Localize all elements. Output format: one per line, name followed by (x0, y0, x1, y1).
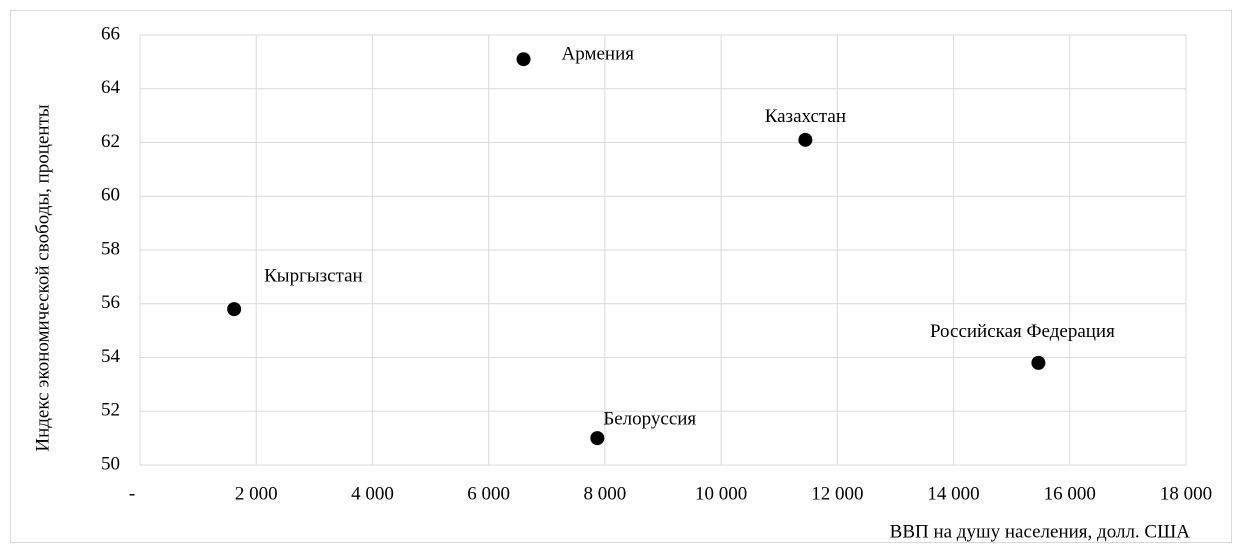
y-tick-label: 66 (101, 23, 120, 44)
y-tick-label: 52 (101, 400, 120, 421)
point-label: Кыргызстан (264, 265, 363, 286)
y-tick-label: 64 (101, 77, 121, 98)
x-axis-label: ВВП на душу населения, долл. США (890, 521, 1191, 542)
point-label: Белоруссия (603, 408, 696, 429)
x-tick-label: 10 000 (695, 483, 747, 504)
chart-frame (10, 10, 1232, 543)
y-tick-label: 60 (101, 185, 120, 206)
point (227, 302, 242, 317)
point-label: Армения (562, 44, 635, 65)
x-tick-label: 2 000 (235, 483, 278, 504)
point (516, 52, 531, 67)
x-tick-label: 18 000 (1160, 483, 1212, 504)
x-tick-label: - (129, 483, 135, 504)
x-tick-label: 14 000 (927, 483, 979, 504)
y-tick-label: 50 (101, 453, 120, 474)
y-tick-label: 54 (101, 346, 121, 367)
y-tick-label: 58 (101, 238, 120, 259)
x-tick-label: 6 000 (467, 483, 510, 504)
x-tick-label: 4 000 (351, 483, 394, 504)
point (1031, 355, 1046, 370)
x-tick-label: 8 000 (584, 483, 627, 504)
point (798, 132, 813, 147)
point (590, 431, 605, 446)
x-tick-label: 12 000 (811, 483, 863, 504)
y-axis-label: Индекс экономической свободы, проценты (32, 104, 53, 451)
point-label: Казахстан (765, 106, 846, 127)
x-tick-label: 16 000 (1044, 483, 1096, 504)
y-tick-label: 56 (101, 292, 120, 313)
y-tick-label: 62 (101, 131, 120, 152)
point-label: Российская Федерация (930, 321, 1115, 342)
